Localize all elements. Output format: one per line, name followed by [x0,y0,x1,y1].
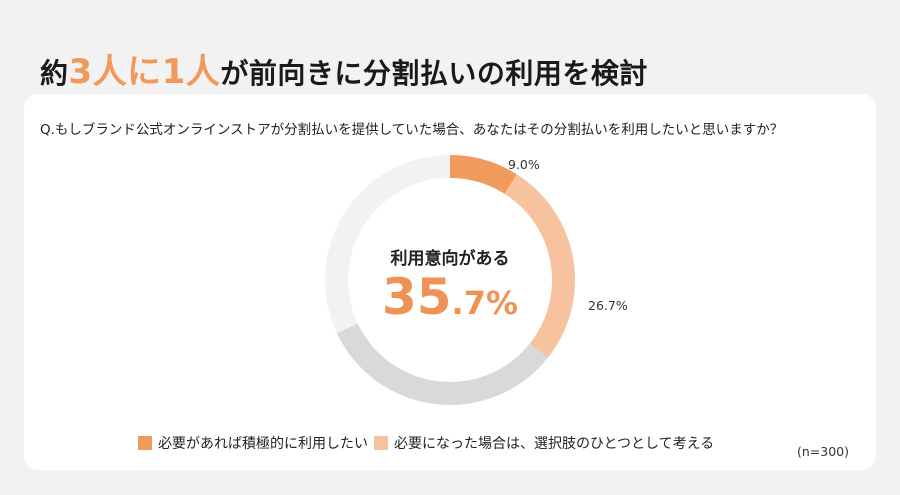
legend-label: 必要があれば積極的に利用したい [158,436,368,452]
legend: 必要があれば積極的に利用したい 必要になった場合は、選択肢のひとつとして考える [138,433,720,453]
headline-suffix: が前向きに分割払いの利用を検討 [220,57,648,90]
segment-label-optional: 26.7% [588,298,628,313]
center-value: 35.7% [360,268,540,326]
headline-highlight-2: 人 [185,52,221,92]
legend-swatch-icon [138,436,152,450]
donut-segment [450,155,517,194]
headline-number-3: 3 [68,52,93,92]
headline-highlight-1: 人に [92,52,162,92]
sample-size: (n=300) [797,444,850,459]
center-label: 利用意向がある [390,249,510,269]
center-value-integer: 35 [381,268,452,326]
legend-item-active: 必要があれば積極的に利用したい [138,433,368,453]
headline: 約3人に1人が前向きに分割払いの利用を検討 [40,44,648,93]
donut-segment [336,323,548,405]
legend-label: 必要になった場合は、選択肢のひとつとして考える [394,436,715,452]
headline-number-1: 1 [161,52,186,92]
headline-prefix: 約 [40,57,69,90]
center-value-decimal: .7% [451,284,519,322]
legend-swatch-icon [374,436,388,450]
donut-segment [504,174,575,358]
segment-label-active: 9.0% [508,157,540,172]
donut-chart [325,155,575,405]
question-text: Q.もしブランド公式オンラインストアが分割払いを提供していた場合、あなたはその分… [40,122,784,138]
legend-item-optional: 必要になった場合は、選択肢のひとつとして考える [374,433,714,453]
donut-segment [325,155,450,334]
